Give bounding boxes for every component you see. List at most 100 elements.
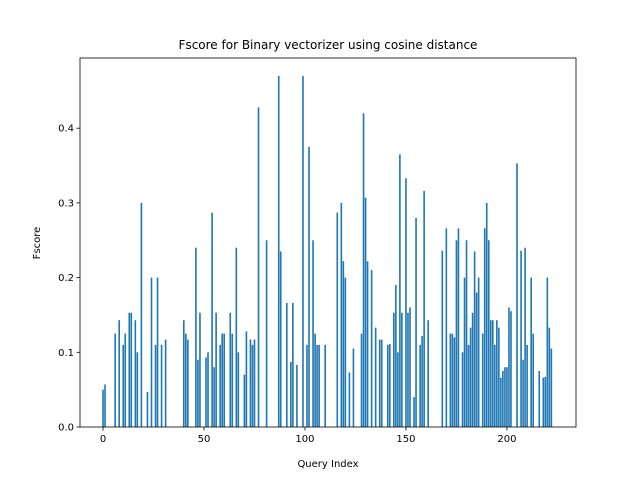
bar bbox=[520, 250, 522, 427]
bar bbox=[279, 251, 282, 427]
bar bbox=[229, 312, 232, 427]
bar bbox=[469, 327, 472, 427]
bar bbox=[340, 202, 343, 427]
bar bbox=[197, 359, 199, 427]
bar bbox=[362, 113, 365, 428]
bar bbox=[465, 240, 468, 427]
bar bbox=[296, 365, 298, 427]
bar bbox=[277, 75, 280, 427]
bar bbox=[221, 333, 223, 427]
bar bbox=[524, 247, 526, 427]
bar bbox=[306, 344, 308, 427]
bar bbox=[496, 320, 498, 427]
bar bbox=[483, 228, 486, 427]
bar bbox=[530, 277, 532, 427]
bar bbox=[506, 367, 508, 427]
bar bbox=[122, 344, 125, 427]
x-tick-label: 200 bbox=[497, 434, 516, 445]
bar bbox=[526, 344, 528, 427]
bar bbox=[130, 312, 133, 427]
y-tick-label: 0.4 bbox=[58, 124, 74, 135]
bar bbox=[154, 344, 157, 427]
bar bbox=[409, 307, 411, 427]
bar bbox=[292, 303, 294, 427]
bar bbox=[104, 384, 106, 427]
bar bbox=[118, 320, 120, 427]
bar bbox=[235, 247, 238, 427]
bar bbox=[550, 348, 553, 427]
bar bbox=[399, 154, 401, 427]
bar bbox=[504, 367, 506, 427]
bar bbox=[491, 320, 494, 427]
bar bbox=[500, 377, 502, 427]
bar bbox=[445, 228, 448, 427]
bar bbox=[467, 344, 470, 427]
bar bbox=[205, 357, 207, 427]
bar bbox=[546, 277, 549, 427]
bar bbox=[249, 339, 252, 427]
bar bbox=[290, 362, 292, 427]
bar bbox=[397, 352, 399, 427]
bar bbox=[314, 333, 316, 427]
bar bbox=[124, 333, 127, 427]
bar bbox=[114, 333, 116, 427]
bar bbox=[156, 277, 159, 427]
bar bbox=[388, 344, 391, 427]
y-tick-label: 0.1 bbox=[58, 348, 74, 359]
bar bbox=[185, 333, 187, 427]
bar bbox=[401, 312, 403, 427]
bar bbox=[348, 372, 351, 427]
bar bbox=[136, 352, 139, 427]
bar bbox=[374, 327, 377, 427]
bar bbox=[487, 240, 490, 427]
x-tick-label: 100 bbox=[295, 434, 314, 445]
bar bbox=[231, 333, 234, 427]
bar bbox=[508, 307, 510, 427]
bar bbox=[199, 312, 201, 427]
bar bbox=[538, 370, 541, 427]
bar bbox=[494, 344, 496, 427]
bar bbox=[182, 320, 185, 427]
bar bbox=[475, 292, 478, 427]
bar bbox=[318, 344, 320, 427]
bar bbox=[421, 335, 423, 427]
bar bbox=[378, 339, 381, 427]
bar bbox=[352, 348, 355, 427]
bar bbox=[257, 107, 260, 428]
bar bbox=[302, 75, 304, 427]
bar bbox=[366, 261, 369, 427]
bar bbox=[453, 337, 456, 427]
bar bbox=[405, 178, 407, 427]
x-tick-label: 150 bbox=[396, 434, 415, 445]
bar bbox=[386, 344, 389, 427]
y-tick-label: 0.2 bbox=[58, 273, 74, 284]
x-tick-label: 50 bbox=[198, 434, 211, 445]
bar bbox=[427, 320, 429, 427]
bar bbox=[160, 344, 163, 427]
bar bbox=[312, 240, 314, 427]
bar bbox=[336, 212, 339, 427]
bar bbox=[502, 370, 504, 427]
bar bbox=[380, 339, 383, 427]
bar bbox=[285, 303, 288, 427]
bar bbox=[463, 277, 466, 427]
bar bbox=[265, 240, 268, 427]
bar bbox=[213, 367, 215, 427]
bar bbox=[393, 312, 395, 427]
bar bbox=[223, 333, 226, 427]
bar bbox=[473, 251, 476, 427]
bar bbox=[451, 333, 454, 427]
bar bbox=[342, 261, 345, 427]
bar bbox=[498, 327, 500, 427]
bar bbox=[253, 339, 256, 427]
bar bbox=[245, 331, 248, 427]
bar bbox=[481, 333, 484, 427]
bar bbox=[548, 327, 551, 427]
bar bbox=[215, 312, 217, 427]
bar bbox=[441, 250, 444, 427]
bar bbox=[364, 197, 367, 427]
bar bbox=[370, 270, 373, 427]
bar bbox=[211, 212, 213, 427]
bar bbox=[532, 333, 534, 427]
